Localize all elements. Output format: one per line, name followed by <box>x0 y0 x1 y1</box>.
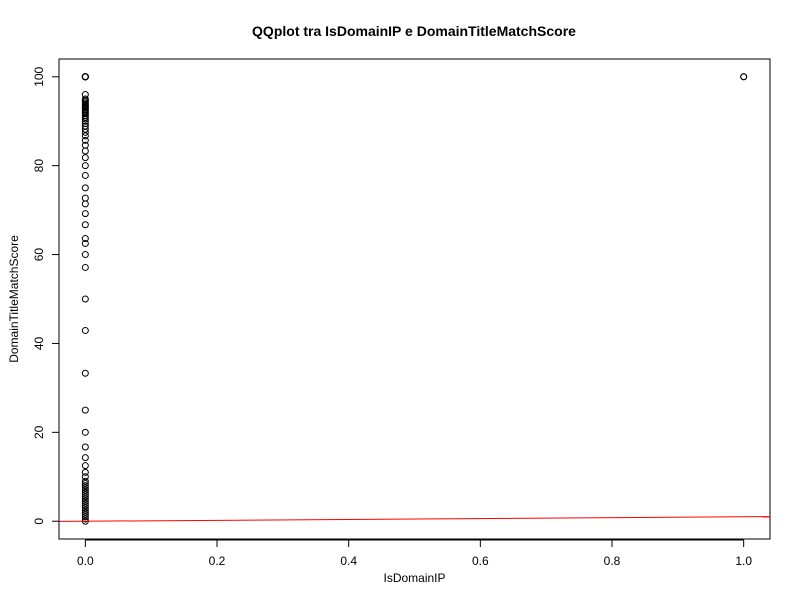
data-point <box>81 473 89 481</box>
y-tick-label: 60 <box>32 248 46 262</box>
data-point <box>81 239 89 247</box>
y-tick-label: 100 <box>32 66 46 86</box>
data-point <box>81 327 89 335</box>
reference-line <box>58 516 771 522</box>
y-tick-label: 20 <box>32 425 46 439</box>
data-point <box>81 504 89 512</box>
data-point <box>81 502 89 510</box>
data-point <box>81 171 89 179</box>
x-tick-label: 0.4 <box>340 554 357 568</box>
data-point <box>81 95 89 103</box>
data-point <box>81 508 89 516</box>
x-axis: 0.0 0.2 0.4 0.6 0.8 1.0 <box>77 539 752 568</box>
data-point <box>81 295 89 303</box>
x-axis-label: IsDomainIP <box>383 571 445 585</box>
data-point <box>81 497 89 505</box>
data-point <box>81 210 89 218</box>
data-point <box>81 136 89 144</box>
data-point <box>81 428 89 436</box>
x-tick-label: 0.2 <box>209 554 226 568</box>
data-point <box>81 506 89 514</box>
data-point <box>81 477 89 485</box>
data-point <box>81 443 89 451</box>
data-point <box>81 184 89 192</box>
data-point <box>81 235 89 243</box>
data-point <box>81 488 89 496</box>
plot-frame <box>58 58 771 540</box>
data-point <box>81 454 89 462</box>
data-point <box>81 479 89 487</box>
data-point <box>81 73 89 81</box>
data-point <box>81 263 89 271</box>
data-point <box>81 406 89 414</box>
data-point <box>81 162 89 170</box>
x-tick-label: 0.8 <box>604 554 621 568</box>
data-point <box>81 194 89 202</box>
y-tick-label: 80 <box>32 159 46 173</box>
data-point <box>81 491 89 499</box>
data-point <box>81 141 89 149</box>
y-tick-label: 0 <box>32 518 46 525</box>
data-point <box>81 132 89 140</box>
data-point <box>81 122 89 130</box>
data-points <box>81 73 748 525</box>
data-point <box>81 154 89 162</box>
data-point <box>81 91 89 99</box>
data-point <box>740 73 748 81</box>
y-axis-label: DomainTitleMatchScore <box>7 235 21 363</box>
data-point <box>81 495 89 503</box>
data-point <box>81 511 89 519</box>
chart-title: QQplot tra IsDomainIP e DomainTitleMatch… <box>252 23 576 39</box>
data-point <box>81 515 89 523</box>
x-tick-label: 1.0 <box>735 554 752 568</box>
data-point <box>81 251 89 259</box>
data-point <box>81 369 89 377</box>
data-point <box>81 462 89 470</box>
x-tick-label: 0.0 <box>77 554 94 568</box>
y-axis: 0 20 40 60 80 100 <box>32 66 60 525</box>
data-point <box>81 482 89 490</box>
data-point <box>81 200 89 208</box>
data-point <box>81 486 89 494</box>
x-tick-label: 0.6 <box>472 554 489 568</box>
data-point <box>81 493 89 501</box>
y-tick-label: 40 <box>32 336 46 350</box>
data-point <box>81 468 89 476</box>
data-point <box>81 484 89 492</box>
data-point <box>81 499 89 507</box>
data-point <box>81 147 89 155</box>
data-point <box>81 513 89 521</box>
data-point <box>81 221 89 229</box>
